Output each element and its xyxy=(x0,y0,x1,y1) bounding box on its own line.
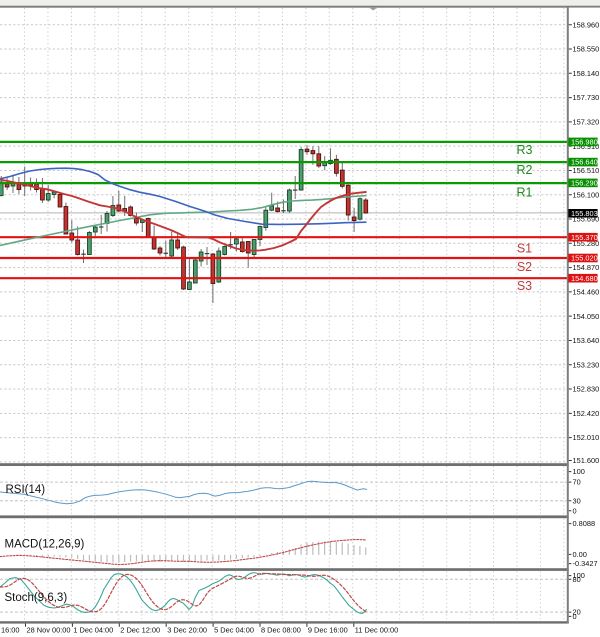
svg-text:R1: R1 xyxy=(517,186,533,200)
svg-text:11 Dec 00:00: 11 Dec 00:00 xyxy=(355,625,398,634)
svg-text:158.550: 158.550 xyxy=(573,45,600,54)
svg-text:155.370: 155.370 xyxy=(571,233,598,242)
svg-text:30: 30 xyxy=(573,496,581,505)
svg-text:-0.3427: -0.3427 xyxy=(573,559,598,568)
svg-text:R2: R2 xyxy=(517,163,533,177)
svg-text:0: 0 xyxy=(573,506,577,515)
svg-text:154.050: 154.050 xyxy=(573,312,600,321)
svg-text:80: 80 xyxy=(573,575,581,584)
svg-text:151.600: 151.600 xyxy=(573,456,600,465)
svg-text:152.420: 152.420 xyxy=(573,409,600,418)
svg-text:9 Dec 16:00: 9 Dec 16:00 xyxy=(308,625,348,634)
svg-text:152.830: 152.830 xyxy=(573,385,600,394)
svg-text:0.8088: 0.8088 xyxy=(573,519,596,528)
svg-text:S2: S2 xyxy=(517,260,532,274)
svg-text:20: 20 xyxy=(573,608,581,617)
svg-text:16:00: 16:00 xyxy=(1,625,20,634)
svg-text:154.460: 154.460 xyxy=(573,287,600,296)
svg-text:155.020: 155.020 xyxy=(571,254,598,263)
svg-text:100: 100 xyxy=(573,571,585,580)
svg-text:70: 70 xyxy=(573,478,581,487)
svg-text:R3: R3 xyxy=(517,143,533,157)
svg-text:Stoch(9,6,3): Stoch(9,6,3) xyxy=(5,592,68,604)
svg-text:MACD(12,26,9): MACD(12,26,9) xyxy=(5,538,85,550)
svg-text:100: 100 xyxy=(573,467,585,476)
svg-text:153.640: 153.640 xyxy=(573,336,600,345)
svg-text:156.640: 156.640 xyxy=(571,158,598,167)
svg-text:155.280: 155.280 xyxy=(573,239,600,248)
svg-text:155.690: 155.690 xyxy=(573,215,600,224)
svg-text:157.730: 157.730 xyxy=(573,93,600,102)
svg-text:2 Dec 12:00: 2 Dec 12:00 xyxy=(120,625,160,634)
svg-text:158.960: 158.960 xyxy=(573,20,600,29)
svg-text:154.680: 154.680 xyxy=(571,274,598,283)
svg-text:S1: S1 xyxy=(517,242,532,256)
svg-text:154.870: 154.870 xyxy=(573,263,600,272)
svg-text:5 Dec 04:00: 5 Dec 04:00 xyxy=(214,625,254,634)
svg-text:156.510: 156.510 xyxy=(573,166,600,175)
svg-text:1 Dec 04:00: 1 Dec 04:00 xyxy=(73,625,113,634)
svg-text:S3: S3 xyxy=(517,279,532,293)
svg-text:155.803: 155.803 xyxy=(571,209,598,218)
svg-text:156.290: 156.290 xyxy=(571,179,598,188)
svg-text:156.100: 156.100 xyxy=(573,190,600,199)
svg-text:157.320: 157.320 xyxy=(573,117,600,126)
svg-text:3 Dec 20:00: 3 Dec 20:00 xyxy=(167,625,207,634)
svg-text:158.140: 158.140 xyxy=(573,69,600,78)
svg-text:153.230: 153.230 xyxy=(573,360,600,369)
svg-text:156.910: 156.910 xyxy=(573,142,600,151)
svg-text:156.980: 156.980 xyxy=(571,138,598,147)
svg-text:RSI(14): RSI(14) xyxy=(6,484,46,496)
svg-text:0: 0 xyxy=(573,612,577,621)
svg-text:28 Nov 00:00: 28 Nov 00:00 xyxy=(27,625,71,634)
svg-text:152.010: 152.010 xyxy=(573,433,600,442)
svg-text:0.00: 0.00 xyxy=(573,550,587,559)
svg-text:8 Dec 08:00: 8 Dec 08:00 xyxy=(261,625,301,634)
